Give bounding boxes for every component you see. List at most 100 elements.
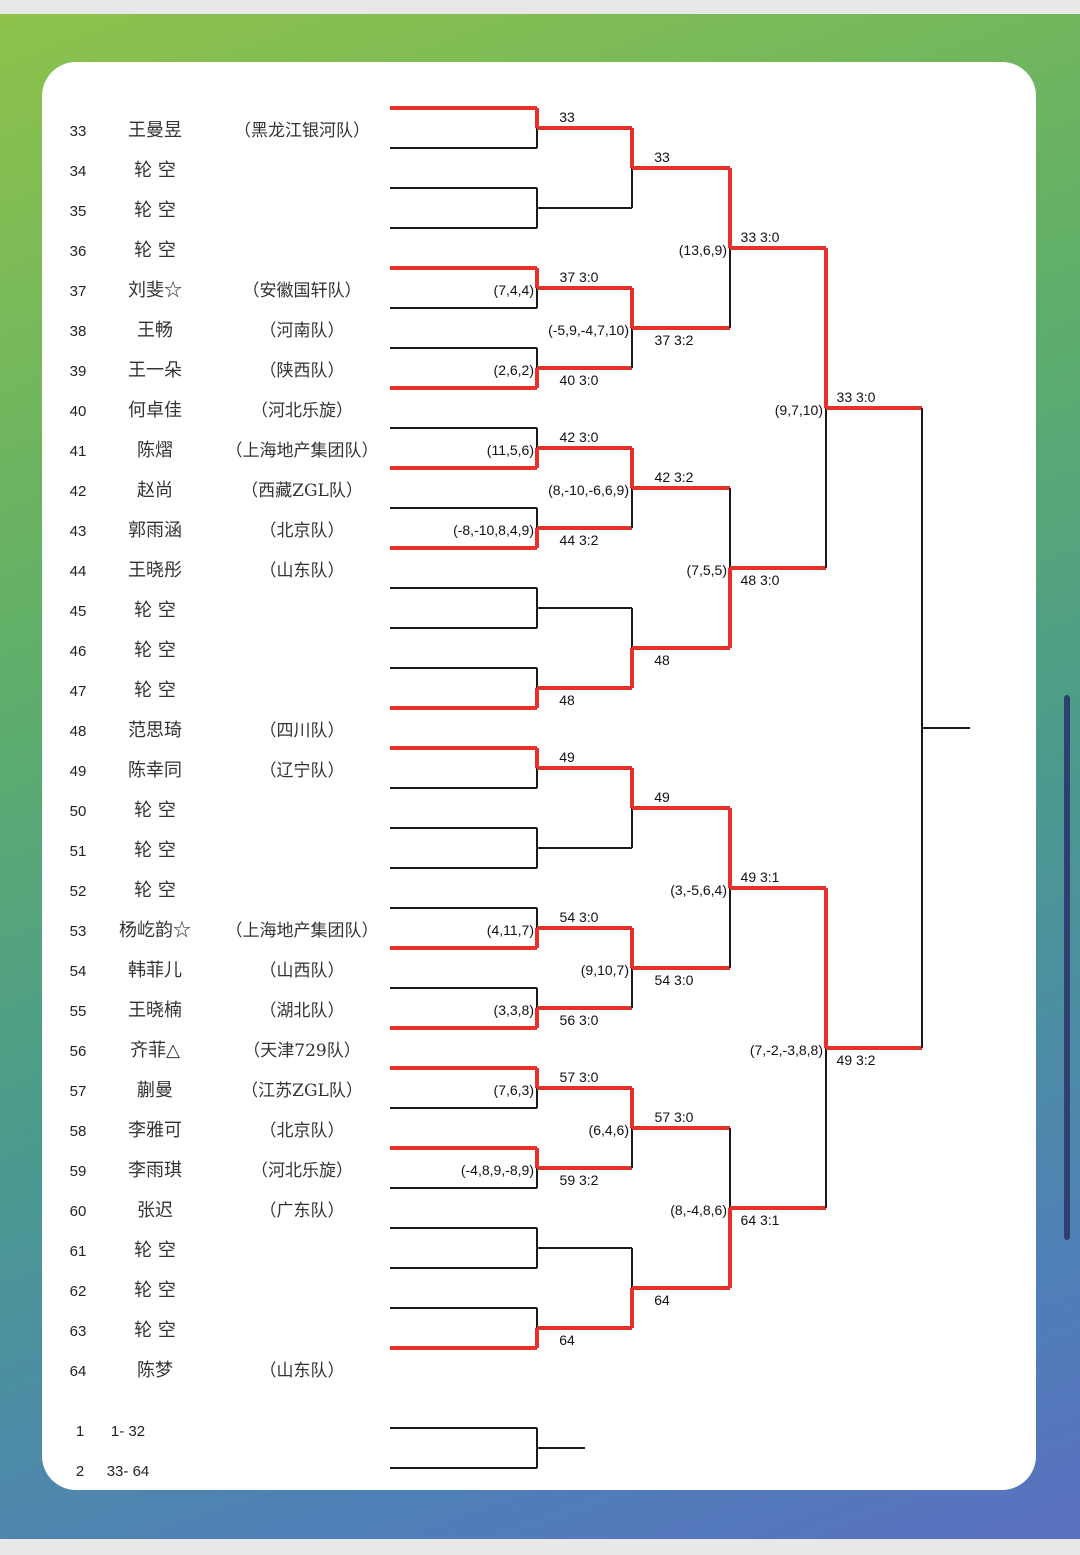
game-scores: (11,5,6) bbox=[487, 442, 534, 458]
player-name: 郭雨涵 bbox=[128, 520, 182, 541]
seed-number: 63 bbox=[70, 1323, 87, 1340]
team-name: （江苏ZGL队） bbox=[241, 1081, 363, 1101]
seed-number: 37 bbox=[70, 283, 87, 300]
seed-number: 39 bbox=[70, 363, 87, 380]
group-range: 1- 32 bbox=[111, 1423, 145, 1440]
player-name: 范思琦 bbox=[128, 720, 182, 741]
match-result: 42 3:2 bbox=[655, 469, 694, 485]
game-scores: (2,6,2) bbox=[494, 362, 534, 378]
bottom-bar bbox=[0, 1539, 1080, 1555]
match-result: 33 3:0 bbox=[837, 389, 876, 405]
game-scores: (13,6,9) bbox=[679, 242, 727, 258]
player-name: 王曼昱 bbox=[128, 120, 182, 141]
match-result: 64 bbox=[654, 1292, 670, 1308]
player-name: 王晓彤 bbox=[128, 560, 182, 581]
seed-number: 44 bbox=[70, 563, 87, 580]
team-name: （广东队） bbox=[260, 1201, 345, 1221]
team-name: （天津729队） bbox=[243, 1041, 360, 1061]
team-name: （黑龙江银河队） bbox=[234, 121, 370, 141]
team-name: （上海地产集团队） bbox=[226, 441, 379, 461]
team-name: （上海地产集团队） bbox=[226, 921, 379, 941]
seed-number: 55 bbox=[70, 1003, 87, 1020]
seed-number: 40 bbox=[70, 403, 87, 420]
match-result: 42 3:0 bbox=[560, 429, 599, 445]
match-result: 37 3:2 bbox=[655, 332, 694, 348]
player-name: 陈幸同 bbox=[128, 760, 182, 781]
player-name: 何卓佳 bbox=[128, 400, 182, 421]
game-scores: (8,-10,-6,6,9) bbox=[548, 482, 629, 498]
seed-number: 34 bbox=[70, 163, 87, 180]
player-name: 轮 空 bbox=[134, 800, 176, 821]
player-name: 刘斐☆ bbox=[128, 280, 182, 301]
seed-number: 56 bbox=[70, 1043, 87, 1060]
seed-number: 59 bbox=[70, 1163, 87, 1180]
team-name: （山东队） bbox=[260, 561, 345, 581]
seed-number: 60 bbox=[70, 1203, 87, 1220]
seed-number: 41 bbox=[70, 443, 87, 460]
match-result: 57 3:0 bbox=[560, 1069, 599, 1085]
match-result: 64 bbox=[559, 1332, 575, 1348]
team-name: （北京队） bbox=[260, 1121, 345, 1141]
match-result: 64 3:1 bbox=[741, 1212, 780, 1228]
bracket-card bbox=[42, 62, 1036, 1490]
group-number: 1 bbox=[76, 1423, 84, 1440]
status-bar bbox=[0, 0, 1080, 14]
seed-number: 62 bbox=[70, 1283, 87, 1300]
seed-number: 50 bbox=[70, 803, 87, 820]
seed-number: 36 bbox=[70, 243, 87, 260]
team-name: （北京队） bbox=[260, 521, 345, 541]
seed-number: 38 bbox=[70, 323, 87, 340]
game-scores: (8,-4,8,6) bbox=[670, 1202, 727, 1218]
player-name: 轮 空 bbox=[134, 240, 176, 261]
player-name: 蒯曼 bbox=[137, 1080, 173, 1101]
player-name: 轮 空 bbox=[134, 1320, 176, 1341]
game-scores: (-5,9,-4,7,10) bbox=[548, 322, 629, 338]
seed-number: 35 bbox=[70, 203, 87, 220]
player-name: 轮 空 bbox=[134, 880, 176, 901]
seed-number: 58 bbox=[70, 1123, 87, 1140]
scrollbar[interactable] bbox=[1064, 695, 1070, 1240]
seed-number: 47 bbox=[70, 683, 87, 700]
match-result: 56 3:0 bbox=[560, 1012, 599, 1028]
game-scores: (9,7,10) bbox=[775, 402, 823, 418]
game-scores: (9,10,7) bbox=[581, 962, 629, 978]
player-name: 李雅可 bbox=[128, 1120, 182, 1141]
player-name: 轮 空 bbox=[134, 200, 176, 221]
game-scores: (6,4,6) bbox=[589, 1122, 629, 1138]
game-scores: (7,5,5) bbox=[687, 562, 727, 578]
seed-number: 48 bbox=[70, 723, 87, 740]
seed-number: 54 bbox=[70, 963, 87, 980]
match-result: 54 3:0 bbox=[560, 909, 599, 925]
seed-number: 46 bbox=[70, 643, 87, 660]
player-name: 轮 空 bbox=[134, 600, 176, 621]
seed-number: 43 bbox=[70, 523, 87, 540]
match-result: 49 bbox=[559, 749, 575, 765]
match-result: 48 bbox=[654, 652, 670, 668]
player-name: 轮 空 bbox=[134, 840, 176, 861]
match-result: 44 3:2 bbox=[560, 532, 599, 548]
player-name: 李雨琪 bbox=[128, 1160, 182, 1181]
match-result: 49 3:2 bbox=[837, 1052, 876, 1068]
player-name: 张迟 bbox=[137, 1200, 173, 1221]
match-result: 49 bbox=[654, 789, 670, 805]
game-scores: (7,-2,-3,8,8) bbox=[750, 1042, 823, 1058]
match-result: 33 bbox=[654, 149, 670, 165]
game-scores: (-8,-10,8,4,9) bbox=[453, 522, 534, 538]
seed-number: 57 bbox=[70, 1083, 87, 1100]
seed-number: 52 bbox=[70, 883, 87, 900]
match-result: 37 3:0 bbox=[560, 269, 599, 285]
game-scores: (3,-5,6,4) bbox=[670, 882, 727, 898]
seed-number: 61 bbox=[70, 1243, 87, 1260]
game-scores: (7,4,4) bbox=[494, 282, 534, 298]
player-name: 王畅 bbox=[137, 320, 173, 341]
match-result: 48 3:0 bbox=[741, 572, 780, 588]
player-name: 杨屹韵☆ bbox=[119, 920, 191, 941]
team-name: （山东队） bbox=[260, 1361, 345, 1381]
match-result: 54 3:0 bbox=[655, 972, 694, 988]
game-scores: (4,11,7) bbox=[487, 922, 534, 938]
match-result: 59 3:2 bbox=[560, 1172, 599, 1188]
team-name: （湖北队） bbox=[260, 1001, 345, 1021]
player-name: 轮 空 bbox=[134, 640, 176, 661]
team-name: （西藏ZGL队） bbox=[241, 481, 363, 501]
player-name: 轮 空 bbox=[134, 680, 176, 701]
